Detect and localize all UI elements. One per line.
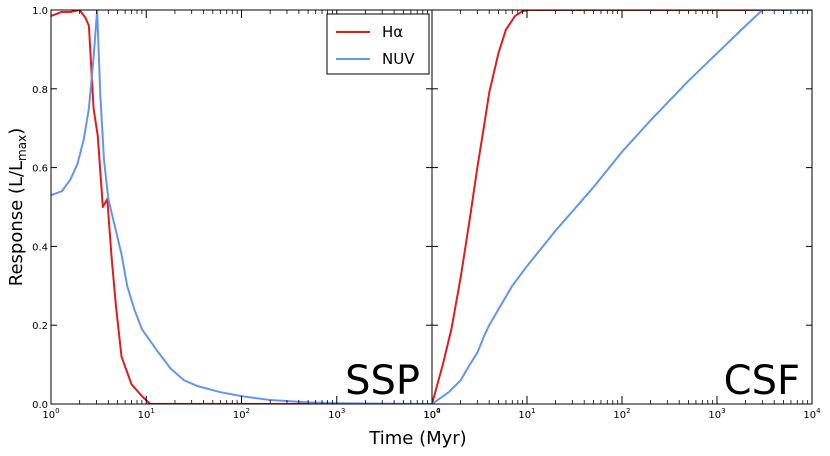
x-tick-exponent: 1 [531, 407, 535, 415]
y-axis-label: Response (L/Lmax) [6, 128, 29, 287]
csf-x-tick-label: 102 [613, 407, 630, 421]
x-tick-base: 10 [613, 410, 626, 421]
x-tick-exponent: 2 [246, 407, 250, 415]
csf-panel-label: CSF [724, 358, 800, 404]
ssp-x-tick-label: 102 [233, 407, 250, 421]
x-tick-exponent: 1 [150, 407, 154, 415]
csf-x-tick-label: 103 [708, 407, 725, 421]
ssp-series-group [51, 10, 432, 404]
x-tick-base: 10 [42, 410, 55, 421]
ssp-x-tick-label: 104 [423, 407, 441, 421]
ssp-panel-label: SSP [345, 358, 420, 404]
y-tick-label: 0.2 [32, 321, 48, 332]
ssp-series-nuv [51, 10, 432, 404]
legend-box [326, 13, 430, 75]
y-tick-label: 0.8 [32, 85, 48, 96]
ssp-x-tick-label: 101 [138, 407, 155, 421]
y-axis: 0.0 0.2 0.4 0.6 0.8 1.0 [32, 6, 48, 411]
csf-series-halpha [432, 10, 812, 404]
x-tick-base: 10 [328, 410, 341, 421]
csf-x-tick-label: 100 [423, 407, 440, 421]
csf-x-tick-label: 101 [518, 407, 535, 421]
y-tick-label: 0.4 [32, 242, 48, 253]
ssp-x-tick-label: 100 [42, 407, 59, 421]
x-tick-base: 10 [708, 410, 721, 421]
legend-label-nuv: NUV [382, 50, 415, 68]
y-tick-label: 1.0 [32, 6, 48, 17]
x-tick-exponent: 0 [55, 407, 59, 415]
ssp-x-tick-label: 103 [328, 407, 345, 421]
y-tick-label: 0.0 [32, 400, 48, 411]
x-axis-label: Time (Myr) [368, 428, 466, 449]
x-tick-base: 10 [138, 410, 151, 421]
x-tick-exponent: 0 [436, 407, 440, 415]
x-tick-base: 10 [518, 410, 531, 421]
x-tick-exponent: 4 [436, 407, 441, 415]
ssp-series-halpha [51, 10, 432, 404]
csf-frame [431, 9, 813, 405]
x-tick-exponent: 3 [341, 407, 345, 415]
x-tick-exponent: 2 [626, 407, 630, 415]
y-tick-label: 0.6 [32, 164, 48, 175]
x-tick-exponent: 4 [816, 407, 821, 415]
x-tick-base: 10 [423, 410, 436, 421]
y-axis-label-close: ) [6, 128, 27, 135]
x-tick-base: 10 [423, 410, 436, 421]
csf-series-group [432, 10, 812, 404]
legend-label-halpha: Hα [382, 23, 403, 41]
x-tick-base: 10 [803, 410, 816, 421]
csf-series-nuv [432, 10, 812, 404]
x-tick-exponent: 3 [721, 407, 725, 415]
x-tick-base: 10 [233, 410, 246, 421]
csf-x-tick-label: 104 [803, 407, 821, 421]
legend: Hα NUV [326, 13, 430, 75]
y-axis-label-subscript: max [15, 135, 29, 161]
y-axis-label-base: Response (L/L [6, 161, 27, 286]
